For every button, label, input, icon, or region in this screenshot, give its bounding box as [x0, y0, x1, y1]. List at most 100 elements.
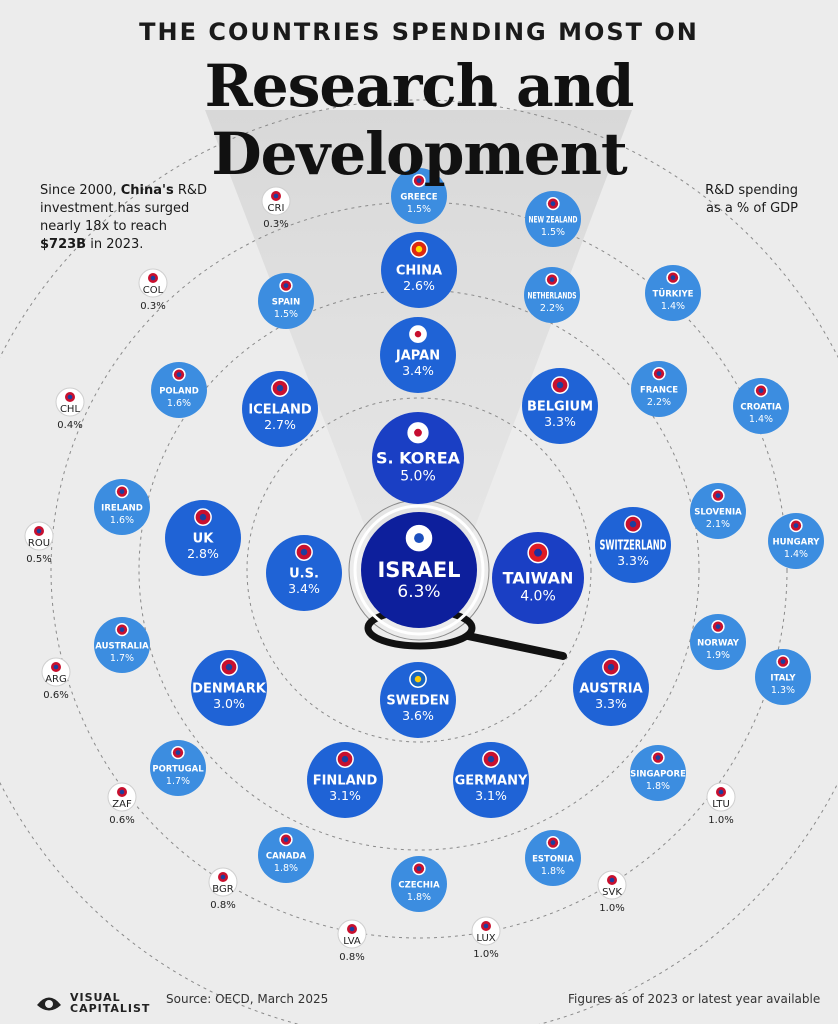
france-flag [652, 366, 666, 381]
bubble-label: S. KOREA [376, 449, 461, 468]
bubble-circle [380, 662, 456, 738]
bubble-value: 1.4% [784, 549, 808, 560]
brand-icon [37, 997, 61, 1011]
bulgaria-flag [216, 870, 230, 884]
bubble-circle [525, 830, 581, 886]
norway-flag [711, 619, 725, 634]
sweden-flag [409, 670, 427, 688]
south-korea-flag [407, 422, 429, 444]
luxembourg-flag [479, 919, 493, 933]
china-flag [410, 240, 428, 258]
bubble-value: 0.6% [43, 690, 68, 701]
bubble-label: U.S. [289, 567, 319, 582]
bubble-circle [524, 267, 580, 323]
intro-annotation: Since 2000, China's R&D investment has s… [40, 183, 208, 252]
bubble-circle [690, 483, 746, 539]
bubble-new-zealand: NEW ZEALAND 1.5% [525, 191, 581, 247]
ireland-flag [115, 484, 129, 499]
bubble-label: ARG [45, 674, 67, 685]
romania-flag [32, 524, 46, 538]
bubble-label: TÜRKIYE [653, 288, 694, 299]
bubble-label: FRANCE [640, 385, 678, 395]
chart-title: Research and Development [204, 52, 635, 188]
bubble-label: BGR [212, 884, 233, 895]
bubble-label: ZAF [112, 799, 132, 810]
highlight-ring [353, 504, 485, 636]
bubble-label: SPAIN [272, 297, 300, 307]
bubble-value: 1.7% [166, 776, 190, 787]
bubble-circle [391, 168, 447, 224]
new-zealand-flag [546, 196, 560, 211]
bubble-circle [595, 507, 671, 583]
poland-flag [172, 367, 186, 382]
bubble-value: 1.0% [599, 903, 624, 914]
bubble-circle [191, 650, 267, 726]
figures-note: Figures as of 2023 or latest year availa… [568, 992, 821, 1006]
bubble-value: 3.3% [544, 414, 576, 429]
brand-name: VISUAL CAPITALIST [70, 991, 151, 1015]
bubble-circle [645, 265, 701, 321]
hungary-flag [789, 518, 803, 533]
colombia-flag [146, 271, 160, 285]
bubble-value: 3.3% [617, 553, 649, 568]
bubble-spain: SPAIN 1.5% [258, 273, 314, 329]
bubble-label: IRELAND [101, 503, 143, 513]
bubble-label: BELGIUM [527, 400, 593, 415]
bubble-label: CZECHIA [398, 880, 440, 890]
bubble-label: CRI [268, 203, 285, 214]
estonia-flag [546, 835, 560, 850]
bubble-ireland: IRELAND 1.6% [94, 479, 150, 535]
bubble-value: 1.5% [274, 309, 298, 320]
bubble-value: 0.5% [26, 554, 51, 565]
finland-flag [336, 750, 354, 768]
bubble-value: 2.2% [540, 303, 564, 314]
bubble-circle [266, 535, 342, 611]
bubble-value: 2.7% [264, 417, 296, 432]
latvia-flag [345, 922, 359, 936]
bubble-col: COL 0.3% [138, 268, 168, 312]
bubble-lux: LUX 1.0% [471, 916, 501, 960]
bubble-circle [630, 745, 686, 801]
bubble-australia: AUSTRALIA 1.7% [94, 617, 150, 673]
bubble-uk: UK2.8% [165, 500, 241, 576]
bubble-value: 0.4% [57, 420, 82, 431]
bubble-value: 1.6% [110, 515, 134, 526]
bubble-circle [525, 191, 581, 247]
bubble-circle [361, 512, 477, 628]
bubble-singapore: SINGAPORE 1.8% [630, 745, 686, 801]
bubble-label: LVA [343, 936, 361, 947]
bubble-circle [94, 617, 150, 673]
bubble-hungary: HUNGARY 1.4% [768, 513, 824, 569]
bubble-svk: SVK 1.0% [597, 870, 627, 914]
bubble-czechia: CZECHIA 1.8% [391, 856, 447, 912]
bubble-value: 3.1% [329, 788, 361, 803]
netherlands-flag [545, 272, 559, 287]
bubble-circle [381, 232, 457, 308]
bubble-label: CROATIA [740, 402, 782, 412]
brand-logo: VISUAL CAPITALIST [34, 988, 151, 1018]
bubble-circle [94, 479, 150, 535]
bubble-circle [380, 317, 456, 393]
czechia-flag [412, 861, 426, 876]
bubble-circle [690, 614, 746, 670]
italy-flag [776, 654, 790, 669]
bubble-croatia: CROATIA 1.4% [733, 378, 789, 434]
bubble-arg: ARG 0.6% [41, 657, 71, 701]
bubble-france: FRANCE 2.2% [631, 361, 687, 417]
bubble-label: GREECE [400, 192, 437, 202]
slovenia-flag [711, 488, 725, 503]
bubble-label: CHL [60, 404, 81, 415]
bubble-label: ICELAND [248, 403, 311, 418]
bubble-slovenia: SLOVENIA 2.1% [690, 483, 746, 539]
bubble-ltu: LTU 1.0% [706, 782, 736, 826]
croatia-flag [754, 383, 768, 398]
taiwan-flag [527, 542, 549, 564]
chile-flag [63, 390, 77, 404]
